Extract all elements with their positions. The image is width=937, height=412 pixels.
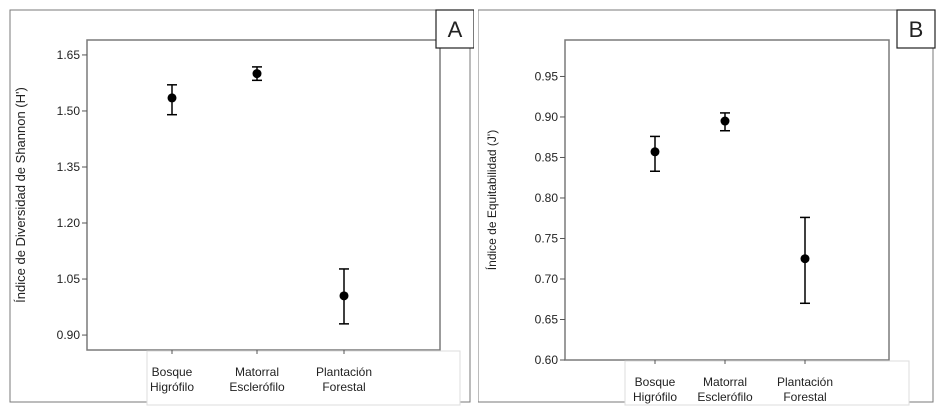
chart-panel-b: B 0.60 0.65 0.70 0.75 0.80 0.85 0.90 0.95 Índice … bbox=[477, 0, 937, 407]
y-tick-label: 0.60 bbox=[535, 353, 559, 367]
panel-label: A bbox=[448, 17, 463, 42]
x-tick-label: Bosque Higrófilo bbox=[633, 375, 677, 404]
x-tick-label-line: Bosque bbox=[635, 375, 676, 389]
x-tick-label-line: Plantación bbox=[316, 365, 372, 379]
y-tick-label: 1.50 bbox=[57, 104, 81, 118]
x-tick-label: Matorral Esclerófilo bbox=[697, 375, 753, 404]
category-label-background bbox=[624, 360, 910, 406]
x-tick-label: Bosque Higrófilo bbox=[150, 365, 194, 394]
data-point bbox=[720, 116, 730, 126]
x-tick-label-line: Matorral bbox=[235, 365, 279, 379]
panel-label-box bbox=[435, 9, 475, 49]
x-tick-label-line: Forestal bbox=[322, 380, 365, 394]
chart-a-svg: A 0.90 1.05 1.20 1.35 1.50 1.65 Índice de Diver… bbox=[9, 9, 475, 406]
x-tick-label-line: Forestal bbox=[783, 390, 826, 404]
x-tick-label-line: Matorral bbox=[703, 375, 747, 389]
x-tick-label: Plantación Forestal bbox=[777, 375, 833, 404]
x-tick-label-line: Esclerófilo bbox=[697, 390, 753, 404]
y-tick-label: 0.90 bbox=[57, 328, 81, 342]
y-tick-label: 0.95 bbox=[535, 69, 559, 83]
y-tick-label: 0.80 bbox=[535, 191, 559, 205]
x-tick-label-line: Higrófilo bbox=[150, 380, 194, 394]
y-tick-label: 0.75 bbox=[535, 231, 559, 245]
y-axis-title: Índice de Diversidad de Shannon (H') bbox=[13, 87, 28, 303]
x-tick-label-line: Higrófilo bbox=[633, 390, 677, 404]
y-tick-label: 0.65 bbox=[535, 312, 559, 326]
y-tick-label: 1.05 bbox=[57, 272, 81, 286]
y-tick-label: 1.20 bbox=[57, 216, 81, 230]
category-label-background bbox=[146, 350, 461, 406]
y-tick-label: 0.90 bbox=[535, 110, 559, 124]
x-tick-label-line: Plantación bbox=[777, 375, 833, 389]
y-tick-label: 0.70 bbox=[535, 272, 559, 286]
data-point bbox=[339, 291, 349, 301]
chart-panel-a: A 0.90 1.05 1.20 1.35 1.50 1.65 Índice de Diver… bbox=[0, 0, 475, 407]
y-tick-label: 1.35 bbox=[57, 160, 81, 174]
x-tick-label: Matorral Esclerófilo bbox=[229, 365, 285, 394]
plot-area bbox=[86, 39, 441, 351]
data-point bbox=[800, 254, 810, 264]
data-point bbox=[252, 69, 262, 79]
chart-b-svg: B 0.60 0.65 0.70 0.75 0.80 0.85 0.90 0.95 Índice … bbox=[477, 9, 936, 406]
data-point bbox=[167, 93, 177, 103]
x-tick-label: Plantación Forestal bbox=[316, 365, 372, 394]
x-tick-label-line: Bosque bbox=[152, 365, 193, 379]
x-tick-label-line: Esclerófilo bbox=[229, 380, 285, 394]
plot-area bbox=[564, 39, 890, 361]
panel-label: B bbox=[909, 17, 924, 42]
panel-label-box bbox=[896, 9, 936, 49]
y-tick-label: 1.65 bbox=[57, 48, 81, 62]
data-point bbox=[650, 147, 660, 157]
y-tick-label: 0.85 bbox=[535, 150, 559, 164]
y-axis-title: Índice de Equitabilidad (J') bbox=[484, 130, 499, 270]
